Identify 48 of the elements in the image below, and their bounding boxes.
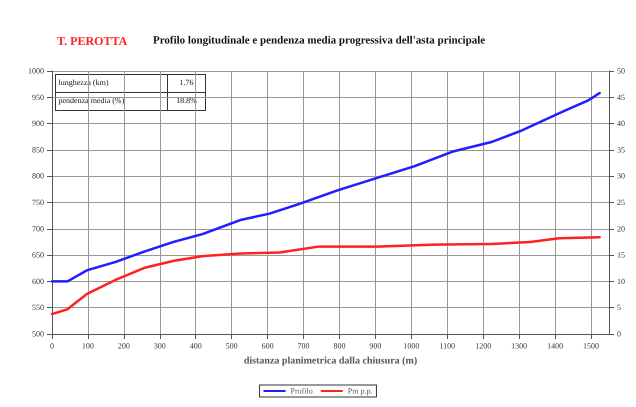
y2-tick-label: 50 [617, 66, 625, 76]
annotation: lunghezza (km) [58, 78, 109, 87]
y2-tick-label: 45 [617, 92, 625, 102]
line-series [50, 92, 601, 283]
legend-label: Profilo [290, 386, 313, 396]
y-tick-label: 1000 [28, 66, 44, 76]
x-tick-label: 1000 [403, 342, 420, 350]
x-axis-title: distanza planimetrica dalla chiusura (m) [244, 356, 418, 366]
chart-title: T. PEROTTA [57, 34, 128, 48]
y-tick-label: 950 [32, 92, 44, 102]
y2-tick-label: 10 [617, 276, 625, 286]
y-tick-label: 850 [32, 145, 44, 154]
y2-tick-label: 40 [617, 119, 625, 128]
x-tick-label: 600 [262, 342, 274, 350]
y2-tick-label: 5 [617, 303, 621, 312]
x-tick-label: 1400 [547, 342, 564, 350]
y2-tick-label: 15 [617, 250, 625, 260]
x-tick-label: 1200 [475, 342, 492, 350]
x-tick-label: 700 [298, 342, 310, 350]
x-tick-label: 1100 [439, 342, 456, 350]
y2-tick-label: 30 [617, 172, 625, 181]
x-tick-label: 1300 [511, 342, 528, 350]
y-tick-label: 800 [32, 172, 44, 181]
y-tick-label: 700 [32, 224, 44, 234]
y-tick-label: 600 [32, 276, 44, 286]
y-tick-label: 650 [32, 250, 44, 260]
x-tick-label: 900 [369, 342, 382, 350]
x-tick-label: 300 [154, 342, 166, 350]
y2-tick-label: 25 [617, 198, 625, 207]
y2-tick-label: 0 [617, 330, 621, 338]
x-tick-label: 800 [333, 342, 346, 350]
annotation: pendenza media (%) [58, 96, 125, 105]
x-tick-label: 1500 [583, 342, 600, 350]
annotation: 1.76 [180, 78, 194, 87]
y-tick-label: 900 [32, 119, 44, 128]
y2-tick-label: 35 [617, 145, 625, 154]
line-series [50, 236, 601, 316]
x-tick-label: 0 [50, 342, 54, 350]
x-tick-label: 500 [226, 342, 238, 350]
chart-subtitle: Profilo longitudinale e pendenza media progressiva dell'asta principale [153, 34, 486, 46]
y-tick-label: 500 [32, 330, 44, 338]
y2-tick-label: 20 [617, 224, 625, 234]
x-tick-label: 400 [190, 342, 202, 350]
x-tick-label: 100 [82, 342, 94, 350]
legend-label: Pm p.p. [348, 386, 372, 396]
x-tick-label: 200 [118, 342, 130, 350]
y-tick-label: 750 [32, 198, 44, 207]
y-tick-label: 550 [32, 303, 44, 312]
